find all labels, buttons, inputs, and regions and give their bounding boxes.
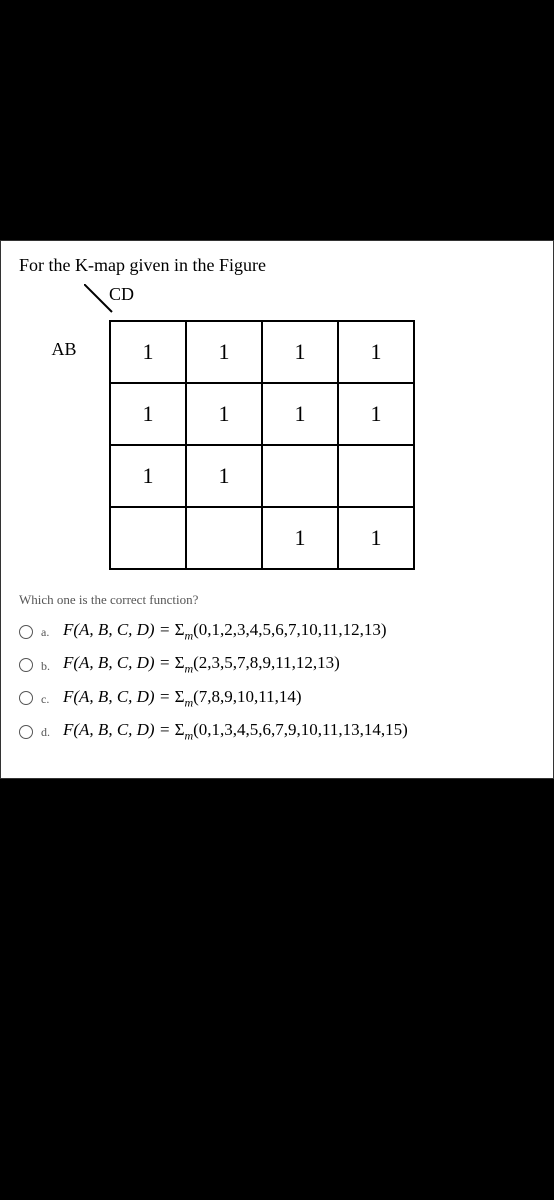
kmap-figure: CD AB 1 1 1 1 1	[19, 286, 535, 570]
letterbox-top	[0, 0, 554, 240]
kmap-cell	[110, 507, 186, 569]
formula-tail: (0,1,3,4,5,6,7,9,10,11,13,14,15)	[193, 720, 408, 739]
sigma-sub: m	[184, 695, 193, 709]
letterbox-bottom	[0, 779, 554, 1200]
question-prompt: For the K-map given in the Figure	[19, 255, 535, 276]
sigma-sub: m	[184, 628, 193, 642]
kmap-cell: 1	[338, 383, 414, 445]
option-letter: b.	[41, 657, 55, 674]
kmap-top-axis: CD	[19, 286, 535, 320]
option-a[interactable]: a. F(A, B, C, D) = Σm(0,1,2,3,4,5,6,7,10…	[19, 620, 535, 643]
option-letter: d.	[41, 723, 55, 740]
radio-icon[interactable]	[19, 691, 33, 705]
row-spacer	[19, 378, 109, 436]
option-c[interactable]: c. F(A, B, C, D) = Σm(7,8,9,10,11,14)	[19, 687, 535, 710]
option-d[interactable]: d. F(A, B, C, D) = Σm(0,1,3,4,5,6,7,9,10…	[19, 720, 535, 743]
option-letter: c.	[41, 690, 55, 707]
radio-icon[interactable]	[19, 725, 33, 739]
kmap-cell: 1	[110, 321, 186, 383]
sigma: Σ	[175, 653, 185, 672]
page: For the K-map given in the Figure CD AB …	[0, 0, 554, 1200]
radio-icon[interactable]	[19, 625, 33, 639]
sigma: Σ	[175, 687, 185, 706]
kmap-row: 1 1 1 1	[110, 383, 414, 445]
sigma: Σ	[175, 720, 185, 739]
formula-lead: F(A, B, C, D) =	[63, 653, 175, 672]
formula-tail: (0,1,2,3,4,5,6,7,10,11,12,13)	[193, 620, 386, 639]
kmap-cell	[338, 445, 414, 507]
kmap-cell: 1	[110, 383, 186, 445]
kmap-cell: 1	[338, 507, 414, 569]
option-letter: a.	[41, 623, 55, 640]
kmap-cell: 1	[110, 445, 186, 507]
kmap-cell: 1	[262, 507, 338, 569]
kmap-cell	[186, 507, 262, 569]
formula-lead: F(A, B, C, D) =	[63, 687, 175, 706]
row-spacer	[19, 436, 109, 494]
option-formula: F(A, B, C, D) = Σm(2,3,5,7,8,9,11,12,13)	[63, 653, 340, 676]
option-formula: F(A, B, C, D) = Σm(0,1,3,4,5,6,7,9,10,11…	[63, 720, 408, 743]
option-formula: F(A, B, C, D) = Σm(0,1,2,3,4,5,6,7,10,11…	[63, 620, 387, 643]
kmap-table: 1 1 1 1 1 1 1 1 1 1	[109, 320, 415, 570]
kmap-cell: 1	[338, 321, 414, 383]
kmap-row: 1 1	[110, 445, 414, 507]
kmap-cell	[262, 445, 338, 507]
radio-icon[interactable]	[19, 658, 33, 672]
sigma-sub: m	[184, 662, 193, 676]
option-b[interactable]: b. F(A, B, C, D) = Σm(2,3,5,7,8,9,11,12,…	[19, 653, 535, 676]
option-formula: F(A, B, C, D) = Σm(7,8,9,10,11,14)	[63, 687, 302, 710]
axis-cd-label: CD	[109, 284, 134, 305]
formula-tail: (2,3,5,7,8,9,11,12,13)	[193, 653, 340, 672]
kmap-cell: 1	[186, 445, 262, 507]
kmap-cell: 1	[186, 383, 262, 445]
formula-tail: (7,8,9,10,11,14)	[193, 687, 301, 706]
formula-lead: F(A, B, C, D) =	[63, 620, 175, 639]
kmap-cell: 1	[186, 321, 262, 383]
question-card: For the K-map given in the Figure CD AB …	[0, 240, 554, 779]
sigma: Σ	[175, 620, 185, 639]
kmap-row: 1 1	[110, 507, 414, 569]
kmap-cell: 1	[262, 383, 338, 445]
axis-ab-label: AB	[19, 320, 109, 378]
row-spacer	[19, 494, 109, 552]
kmap-cell: 1	[262, 321, 338, 383]
sigma-sub: m	[184, 729, 193, 743]
kmap-body: AB 1 1 1 1 1 1 1 1	[19, 320, 535, 570]
sub-prompt: Which one is the correct function?	[19, 592, 535, 608]
formula-lead: F(A, B, C, D) =	[63, 720, 175, 739]
kmap-row: 1 1 1 1	[110, 321, 414, 383]
